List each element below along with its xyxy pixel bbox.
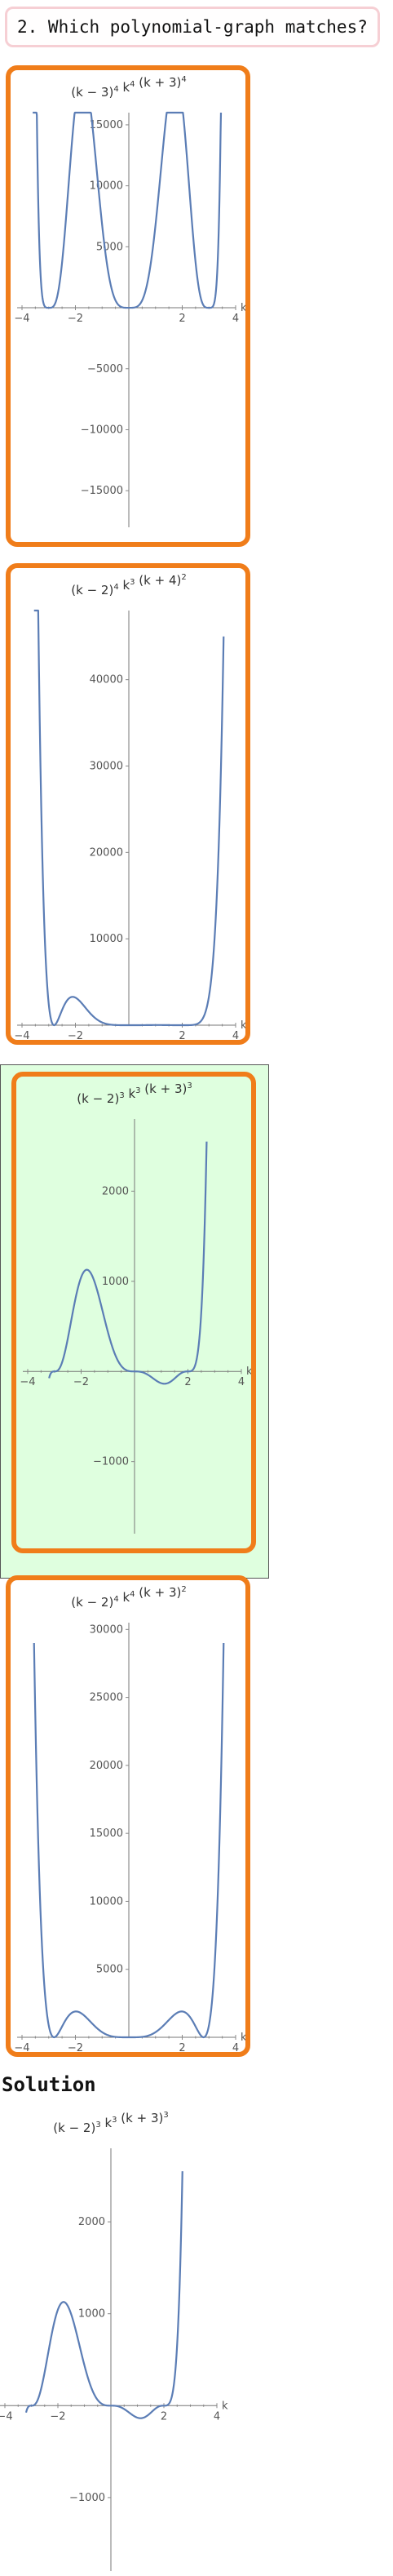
x-tick-label: −4 — [14, 2042, 29, 2052]
plot-title: (k − 2)3 k3 (k + 3)3 — [77, 1081, 192, 1106]
answer-option-4[interactable]: (k − 2)4 k4 (k + 3)2 k −4 −2 2 4 5000 10000 1500… — [6, 1575, 250, 2057]
x-tick-label: 2 — [179, 2042, 185, 2052]
question-text: 2. Which polynomial-graph matches? — [17, 17, 368, 37]
y-tick-label: 30000 — [90, 1623, 123, 1636]
option-2-plot: (k − 2)4 k3 (k + 4)2 k −4 −2 2 4 10000 20000 300… — [14, 573, 245, 1040]
x-tick-label: 4 — [232, 313, 239, 325]
option-1-plot: (k − 3)4 k4 (k + 3)4 k −4 −2 2 4 −15000 −10000 −… — [14, 75, 245, 527]
x-tick-label: 2 — [184, 1376, 191, 1388]
answer-option-2[interactable]: (k − 2)4 k3 (k + 4)2 k −4 −2 2 4 10000 20000 300… — [6, 563, 250, 1045]
y-tick-label: −1000 — [93, 1456, 129, 1468]
y-tick-label: 20000 — [90, 1760, 123, 1772]
x-tick-label: −2 — [73, 1376, 89, 1388]
x-tick-label: −2 — [68, 2042, 83, 2052]
x-tick-label: −2 — [50, 2410, 65, 2423]
x-tick-label: 2 — [179, 1030, 185, 1040]
plot-title: (k − 3)4 k4 (k + 3)4 — [71, 75, 186, 100]
plot-title: (k − 2)3 k3 (k + 3)3 — [53, 2111, 168, 2135]
y-tick-label: 10000 — [90, 180, 123, 193]
y-tick-label: −5000 — [87, 363, 123, 375]
x-tick-label: 4 — [214, 2410, 220, 2423]
x-tick-label: −2 — [68, 313, 83, 325]
solution-heading: Solution — [2, 2073, 96, 2096]
x-tick-label: 2 — [161, 2410, 167, 2423]
polynomial-curve — [32, 111, 223, 309]
x-axis-label: k — [241, 302, 245, 314]
y-tick-label: 1000 — [78, 2308, 105, 2321]
y-tick-label: 2000 — [78, 2216, 105, 2228]
y-tick-label: 40000 — [90, 674, 123, 686]
x-tick-label: −4 — [14, 313, 29, 325]
y-tick-label: 2000 — [102, 1185, 129, 1197]
plot-title: (k − 2)4 k4 (k + 3)2 — [71, 1585, 186, 1610]
x-tick-label: 4 — [232, 1030, 239, 1040]
y-tick-label: 1000 — [102, 1276, 129, 1288]
answer-option-1[interactable]: (k − 3)4 k4 (k + 3)4 k −4 −2 2 4 −15000 −10000 −… — [6, 65, 250, 547]
answer-option-3[interactable]: (k − 2)3 k3 (k + 3)3 k −4 −2 2 4 −1000 1000 2000 — [11, 1072, 256, 1553]
x-tick-label: 4 — [238, 1376, 245, 1388]
x-tick-label: 2 — [179, 313, 185, 325]
question-prompt: 2. Which polynomial-graph matches? — [5, 7, 380, 47]
y-tick-label: 15000 — [90, 1828, 123, 1840]
x-axis-label: k — [241, 2032, 245, 2044]
y-tick-label: 20000 — [90, 846, 123, 859]
y-tick-label: −10000 — [81, 424, 123, 436]
solution-plot: (k − 2)3 k3 (k + 3)3 k −4 −2 2 4 −1000 1000 2000 — [0, 2111, 228, 2571]
y-tick-label: 25000 — [90, 1692, 123, 1704]
polynomial-curve — [33, 1642, 225, 2039]
y-tick-label: −1000 — [69, 2492, 105, 2504]
y-tick-label: 5000 — [96, 241, 123, 253]
polynomial-curve — [24, 2171, 183, 2419]
x-axis-label: k — [241, 1019, 245, 1032]
y-tick-label: 10000 — [90, 1895, 123, 1908]
polynomial-curve — [48, 1141, 208, 1385]
y-tick-label: 15000 — [90, 119, 123, 131]
option-4-plot: (k − 2)4 k4 (k + 3)2 k −4 −2 2 4 5000 10000 1500… — [14, 1585, 245, 2052]
option-3-plot: (k − 2)3 k3 (k + 3)3 k −4 −2 2 4 −1000 1000 2000 — [20, 1081, 251, 1534]
y-tick-label: 10000 — [90, 933, 123, 945]
x-tick-label: −4 — [14, 1030, 29, 1040]
y-tick-label: 5000 — [96, 1964, 123, 1976]
x-axis-label: k — [222, 2400, 228, 2412]
plot-title: (k − 2)4 k3 (k + 4)2 — [71, 573, 186, 597]
x-axis-label: k — [246, 1366, 251, 1378]
y-tick-label: −15000 — [81, 485, 123, 497]
x-tick-label: 4 — [232, 2042, 239, 2052]
x-tick-label: −4 — [20, 1376, 35, 1388]
x-tick-label: −2 — [68, 1030, 83, 1040]
x-tick-label: −4 — [0, 2410, 13, 2423]
y-tick-label: 30000 — [90, 761, 123, 773]
polynomial-curve — [33, 609, 225, 1027]
